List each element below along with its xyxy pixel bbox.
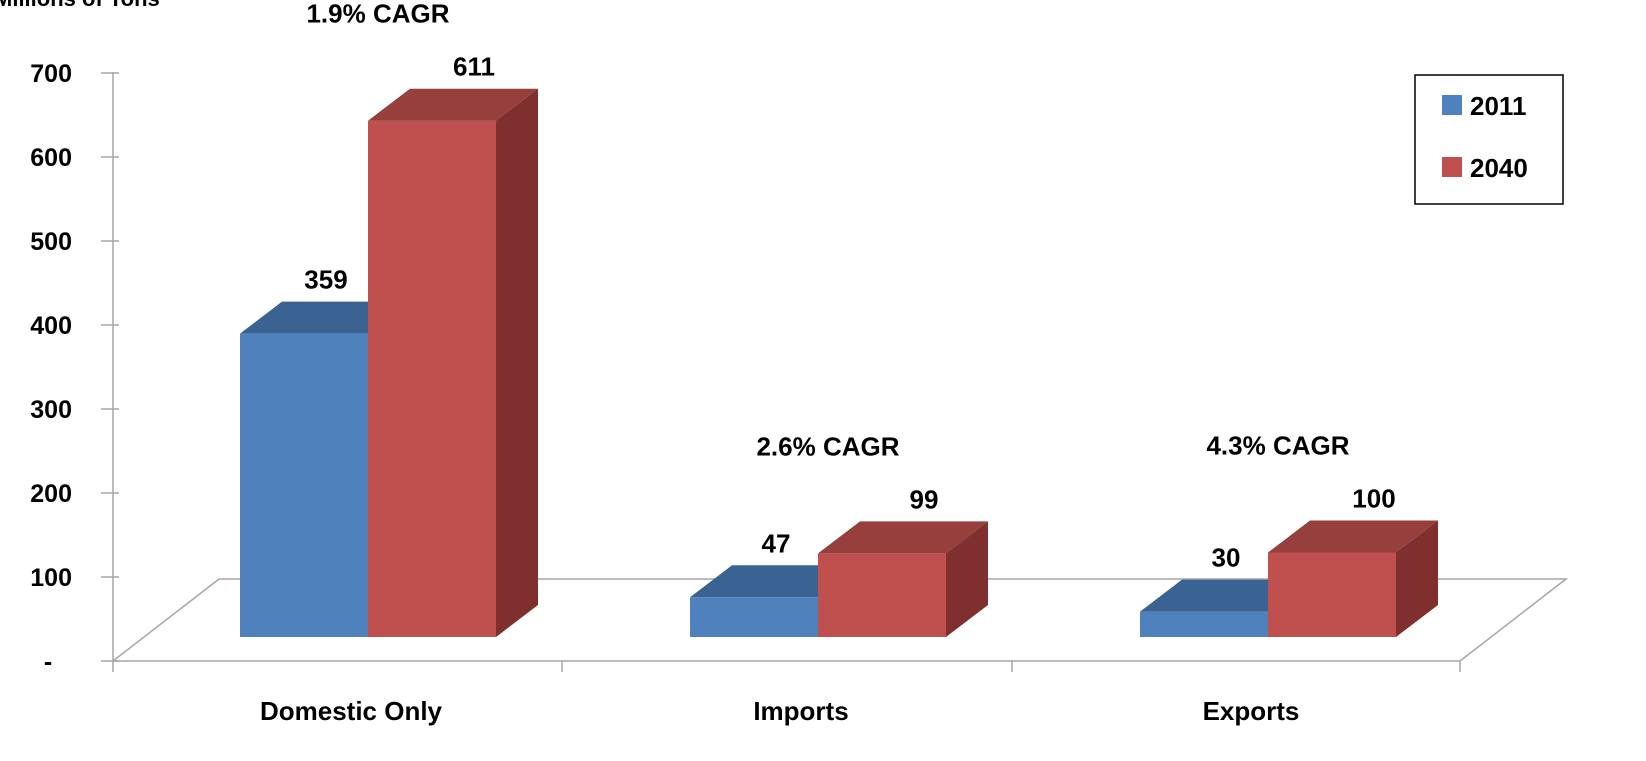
cagr-annotation: 2.6% CAGR <box>756 431 899 461</box>
bar-side <box>496 88 538 637</box>
data-label: 99 <box>910 484 939 514</box>
legend-label: 2011 <box>1470 91 1526 121</box>
data-label: 100 <box>1352 484 1395 514</box>
bar-front <box>240 333 368 637</box>
y-tick-label: 100 <box>30 564 72 592</box>
legend-swatch <box>1442 95 1462 115</box>
data-label: 359 <box>304 265 347 295</box>
bar-2011-imports <box>690 565 860 637</box>
y-tick-label: 200 <box>30 480 72 508</box>
bar-2040-domestic-only <box>368 88 538 637</box>
bar-side <box>946 521 988 637</box>
bar-top <box>1140 579 1310 612</box>
bar-top <box>818 521 988 554</box>
cagr-annotation: 1.9% CAGR <box>306 0 449 29</box>
bar-side <box>1396 520 1438 637</box>
legend-swatch <box>1442 157 1462 177</box>
bars <box>240 88 1438 637</box>
bar-2011-domestic-only <box>240 301 410 637</box>
y-axis-title: Millions of Tons <box>0 0 160 11</box>
x-category-label: Domestic Only <box>260 696 443 726</box>
bar-top <box>368 88 538 121</box>
y-tick-label: - <box>44 648 52 676</box>
bar-2011-exports <box>1140 579 1310 637</box>
bar-front <box>818 553 946 637</box>
bar-2040-imports <box>818 521 988 637</box>
data-label: 611 <box>453 52 495 82</box>
bar-front <box>1140 611 1268 637</box>
x-category-label: Imports <box>753 696 848 726</box>
bar-top <box>1268 520 1438 553</box>
y-tick-label: 700 <box>30 60 72 88</box>
bar-2040-exports <box>1268 520 1438 637</box>
legend-label: 2040 <box>1470 153 1528 183</box>
axes: - 100 200 300 400 500 600 700 Domestic Only Impor… <box>30 60 1461 726</box>
cagr-annotation: 4.3% CAGR <box>1206 431 1349 461</box>
x-category-label: Exports <box>1203 696 1300 726</box>
y-tick-label: 400 <box>30 312 72 340</box>
data-label: 30 <box>1212 543 1241 573</box>
y-tick-label: 300 <box>30 396 72 424</box>
bar-top <box>690 565 860 598</box>
legend-box <box>1414 74 1564 205</box>
legend: 2011 2040 <box>1414 74 1564 205</box>
floor-plane <box>110 578 1569 662</box>
bar-front <box>690 597 818 637</box>
data-label: 47 <box>762 528 791 558</box>
bar-front <box>1268 552 1396 637</box>
chart-floor <box>110 578 1569 662</box>
y-tick-label: 600 <box>30 144 72 172</box>
bar-top <box>240 301 410 334</box>
bar-front <box>368 120 496 637</box>
y-tick-label: 500 <box>30 228 72 256</box>
